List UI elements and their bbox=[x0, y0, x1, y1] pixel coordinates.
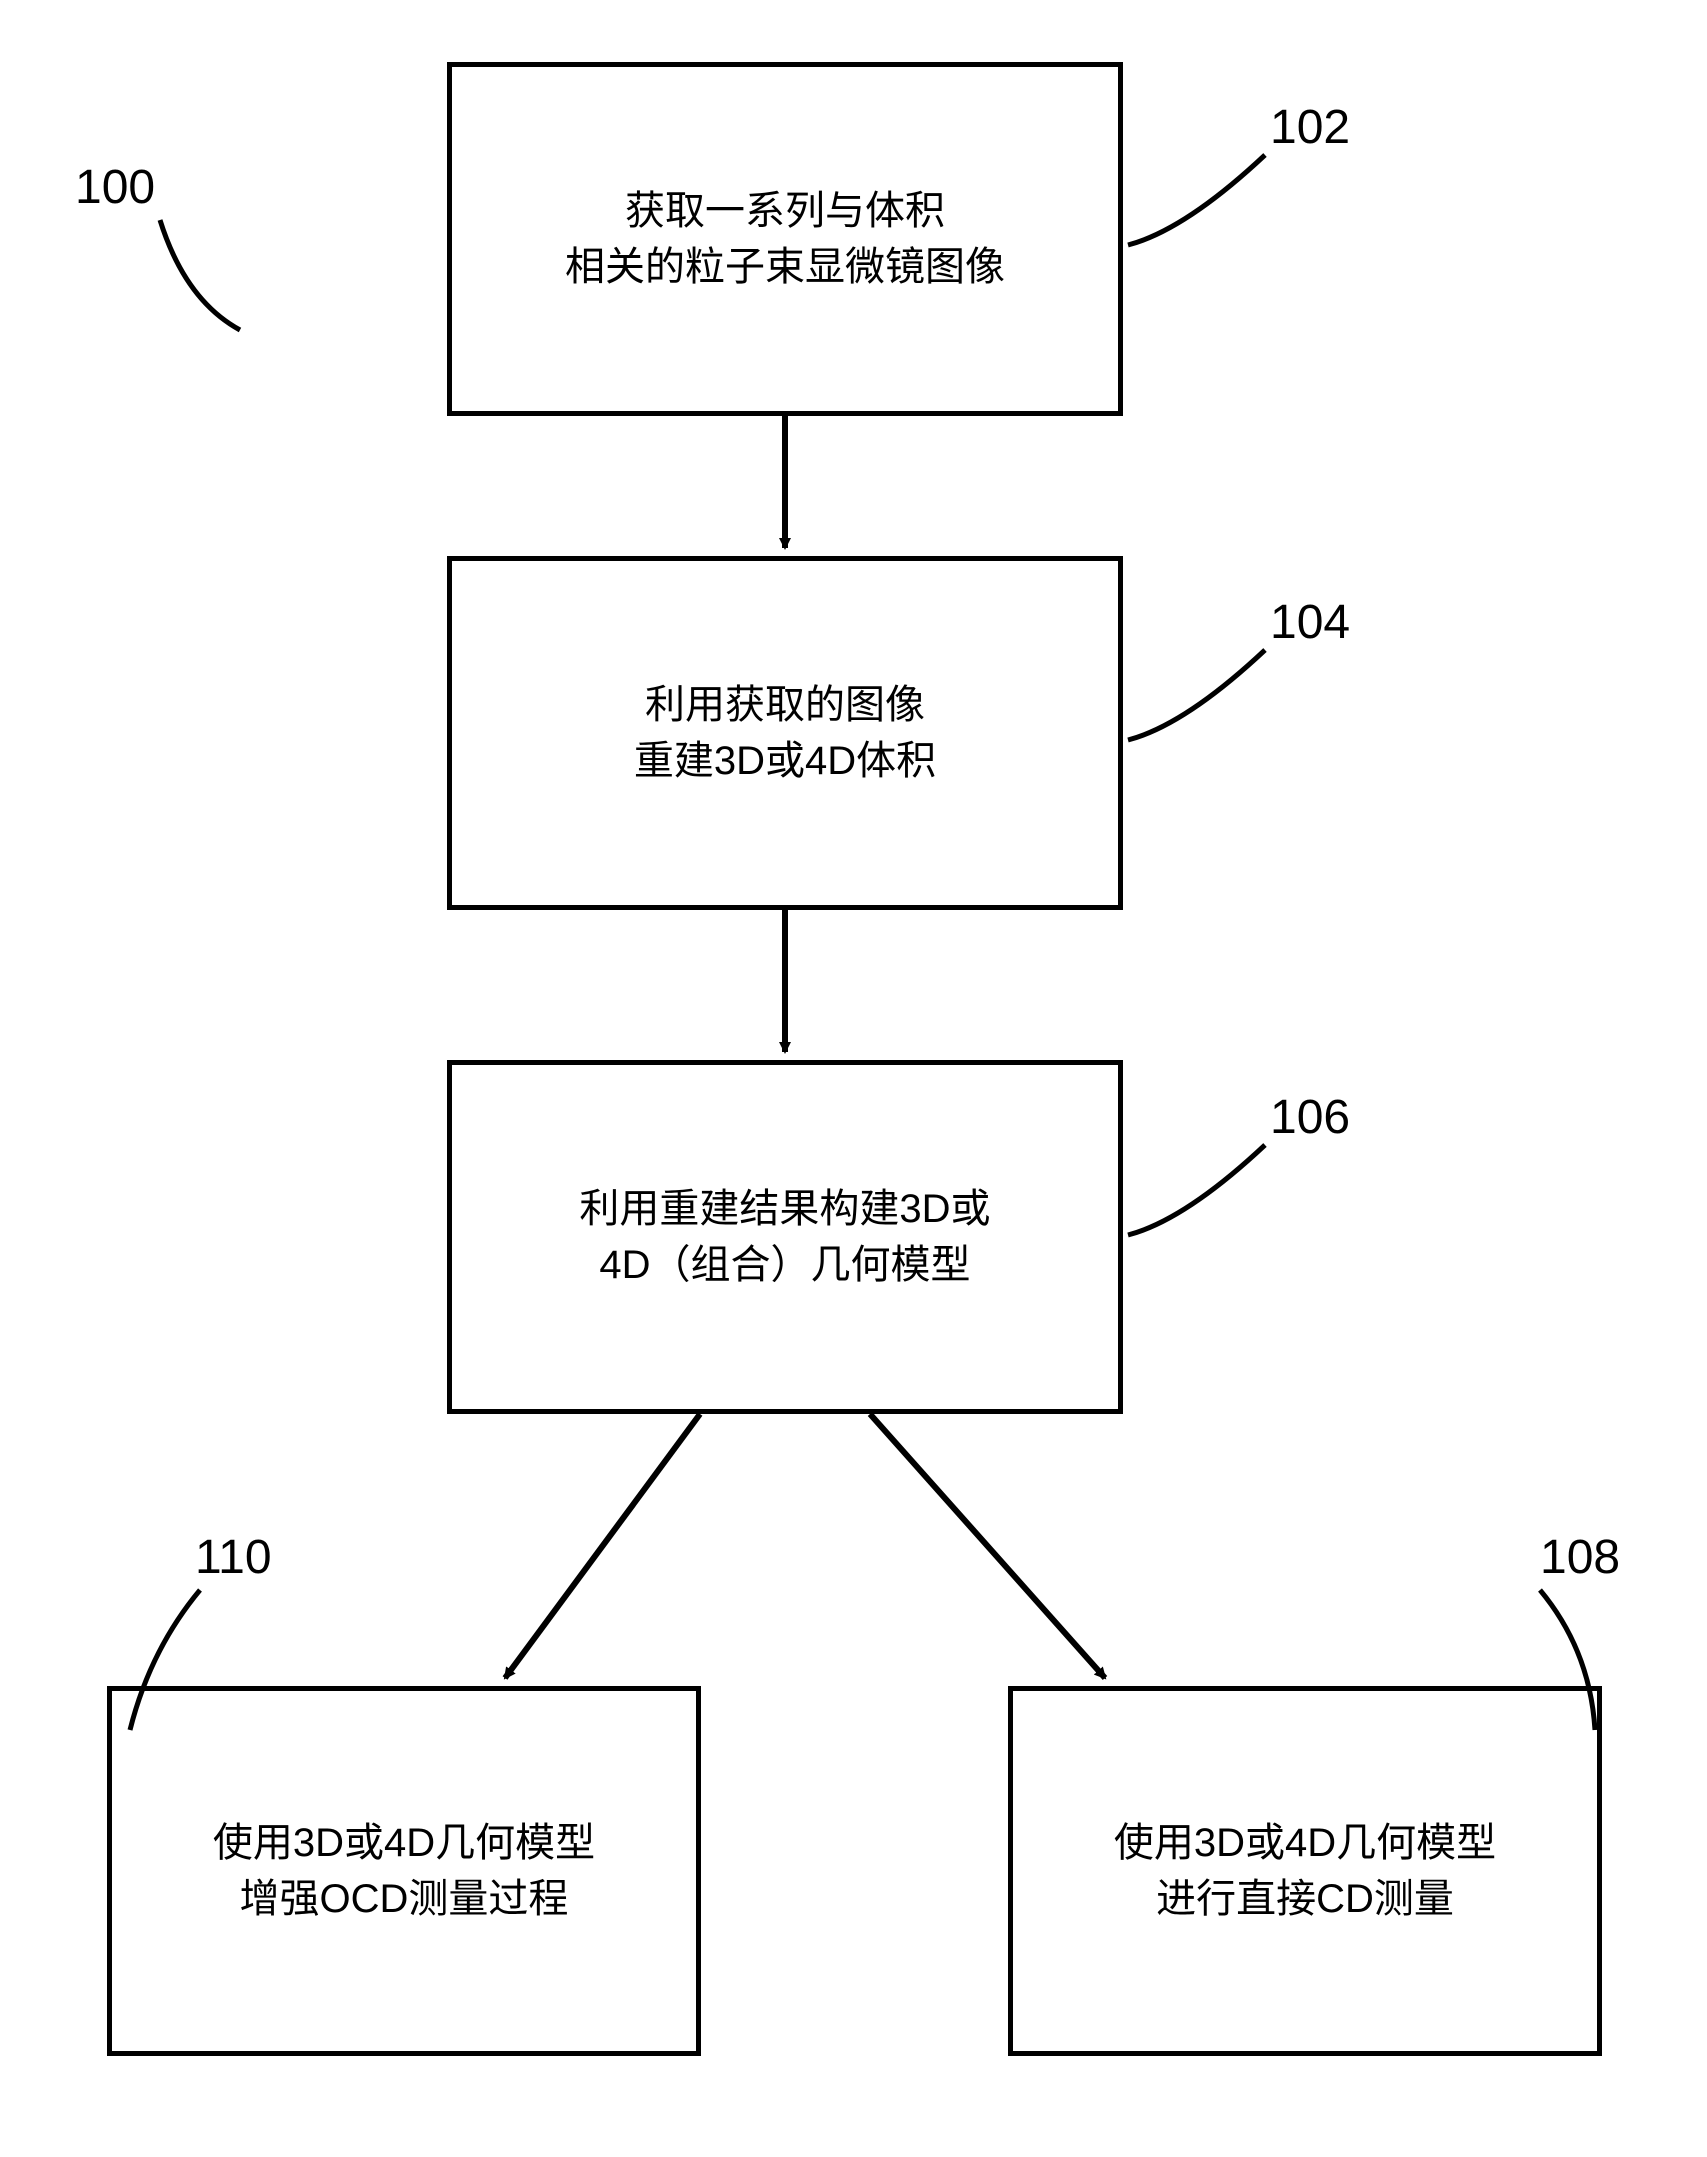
ref-label-100: 100 bbox=[75, 160, 155, 215]
node-text: 重建3D或4D体积 bbox=[634, 733, 936, 789]
flowchart-node-106: 利用重建结果构建3D或 4D（组合）几何模型 bbox=[447, 1060, 1123, 1414]
node-text: 增强OCD测量过程 bbox=[240, 1871, 569, 1927]
ref-label-106: 106 bbox=[1270, 1090, 1350, 1145]
ref-label-108: 108 bbox=[1540, 1530, 1620, 1585]
ref-label-104: 104 bbox=[1270, 595, 1350, 650]
leader-100 bbox=[160, 220, 240, 330]
flowchart-node-104: 利用获取的图像 重建3D或4D体积 bbox=[447, 556, 1123, 910]
edge-106-110 bbox=[505, 1414, 700, 1678]
leader-106 bbox=[1128, 1145, 1265, 1235]
ref-label-102: 102 bbox=[1270, 100, 1350, 155]
flowchart-node-102: 获取一系列与体积 相关的粒子束显微镜图像 bbox=[447, 62, 1123, 416]
node-text: 4D（组合）几何模型 bbox=[599, 1237, 970, 1293]
ref-label-110: 110 bbox=[195, 1530, 272, 1585]
edge-106-108 bbox=[870, 1414, 1105, 1678]
flowchart-node-108: 使用3D或4D几何模型 进行直接CD测量 bbox=[1008, 1686, 1602, 2056]
node-text: 进行直接CD测量 bbox=[1156, 1871, 1454, 1927]
node-text: 使用3D或4D几何模型 bbox=[1114, 1815, 1496, 1871]
flowchart-node-110: 使用3D或4D几何模型 增强OCD测量过程 bbox=[107, 1686, 701, 2056]
leader-102 bbox=[1128, 155, 1265, 245]
node-text: 利用获取的图像 bbox=[645, 677, 925, 733]
node-text: 获取一系列与体积 bbox=[625, 183, 945, 239]
node-text: 利用重建结果构建3D或 bbox=[579, 1181, 990, 1237]
flowchart-diagram: 获取一系列与体积 相关的粒子束显微镜图像 利用获取的图像 重建3D或4D体积 利… bbox=[0, 0, 1707, 2157]
leader-104 bbox=[1128, 650, 1265, 740]
node-text: 相关的粒子束显微镜图像 bbox=[565, 239, 1005, 295]
node-text: 使用3D或4D几何模型 bbox=[213, 1815, 595, 1871]
